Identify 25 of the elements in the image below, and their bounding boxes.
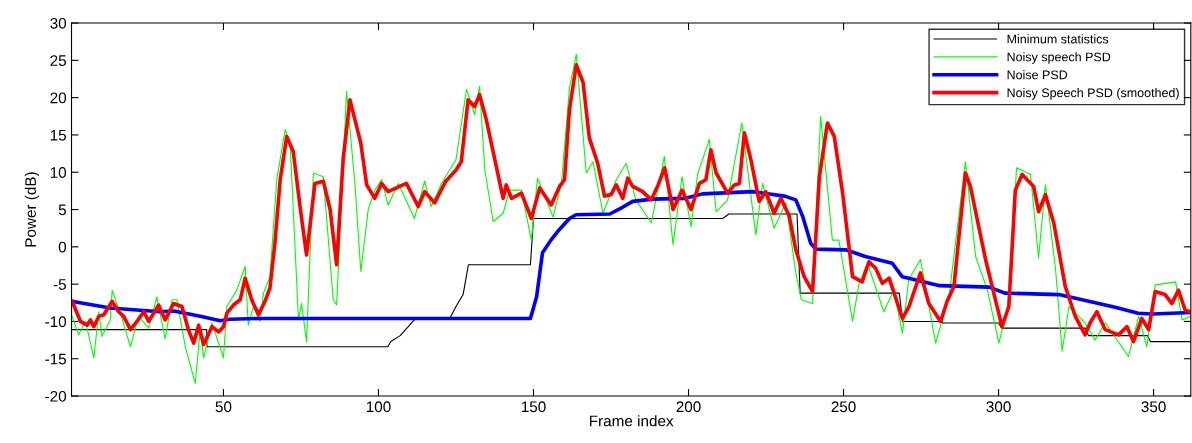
y-tick-label: -20 — [45, 390, 67, 402]
line-series — [71, 189, 1191, 323]
y-tick-label: 30 — [50, 17, 67, 29]
y-tick-label: 20 — [50, 92, 67, 104]
y-axis-title: Power (dB) — [24, 172, 40, 247]
y-tick-label: 10 — [50, 167, 67, 178]
legend-label: Minimum statistics — [1007, 34, 1109, 44]
y-tick-label: -15 — [45, 353, 67, 365]
x-tick-label: 100 — [366, 401, 391, 413]
y-tick-label: 0 — [58, 241, 67, 253]
y-tick-label: 5 — [58, 204, 67, 216]
x-tick-label: 250 — [831, 401, 856, 413]
legend-label: Noisy speech PSD — [1007, 52, 1111, 64]
x-tick-label: 50 — [215, 401, 232, 413]
legend-label: Noise PSD — [1007, 70, 1068, 80]
x-tick-label: 200 — [676, 401, 701, 413]
x-tick-label: 300 — [986, 401, 1011, 413]
x-tick-label: 350 — [1141, 401, 1166, 413]
y-tick-label: -5 — [53, 279, 67, 290]
legend-label: Noisy Speech PSD (smoothed) — [1007, 87, 1179, 100]
x-axis-title: Frame index — [589, 415, 674, 427]
x-tick-label: 150 — [521, 401, 546, 413]
y-tick-label: -10 — [45, 316, 67, 328]
y-tick-label: 25 — [50, 55, 67, 67]
y-tick-label: 15 — [50, 129, 67, 141]
